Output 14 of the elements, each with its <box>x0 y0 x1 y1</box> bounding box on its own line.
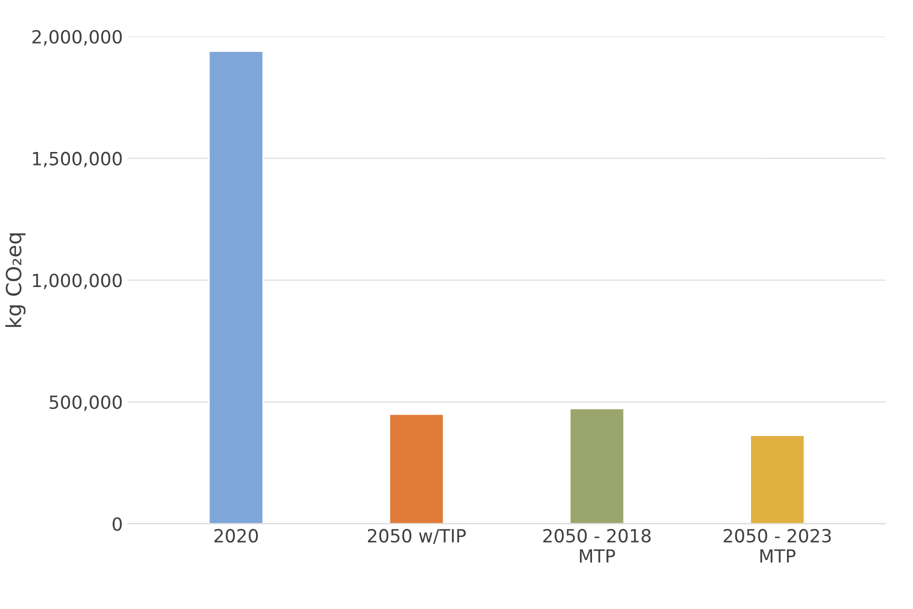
x-tick-label: 2020 <box>214 528 258 543</box>
bar <box>388 413 444 524</box>
y-tick-label: 1,500,000 <box>33 152 122 168</box>
bar <box>569 408 625 524</box>
x-tick-label: 2050 w/TIP <box>368 528 466 544</box>
bar <box>208 50 264 524</box>
x-tick-label: 2050 - 2018 MTP <box>543 528 651 563</box>
y-tick-label: 2,000,000 <box>32 30 122 46</box>
bar <box>750 434 806 524</box>
y-tick-label: 1,000,000 <box>33 274 122 290</box>
y-tick-label: 0 <box>112 517 122 531</box>
x-tick-label: 2050 - 2023 MTP <box>724 528 831 563</box>
y-tick-label: 500,000 <box>50 395 122 411</box>
y-axis-title: kg CO₂eq <box>5 233 26 327</box>
